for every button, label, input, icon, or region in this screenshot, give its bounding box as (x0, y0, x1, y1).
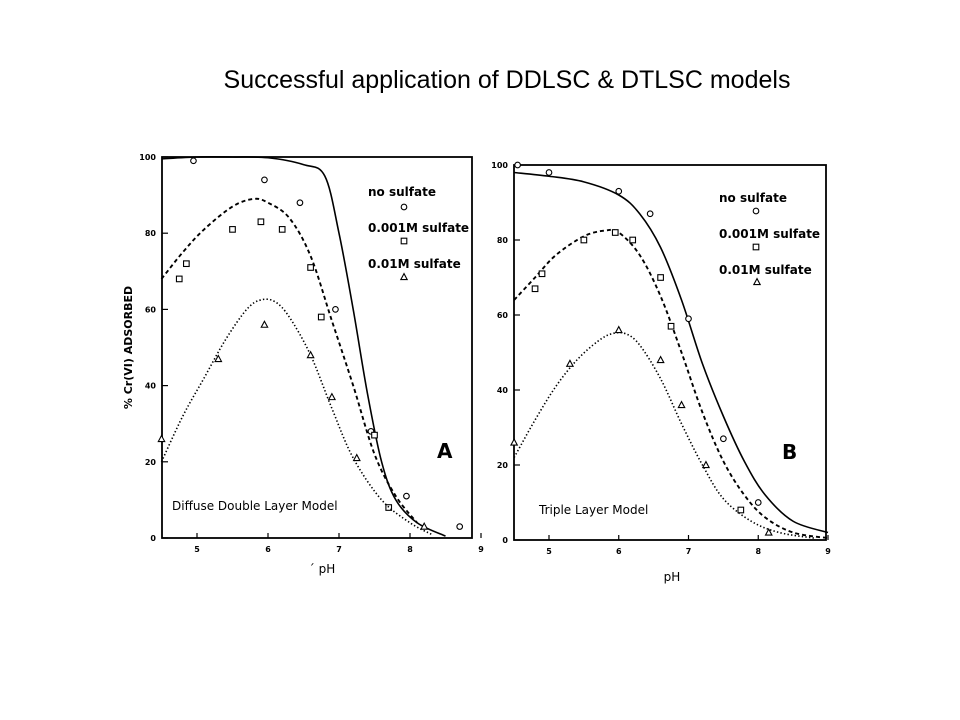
plot-frame (513, 164, 827, 541)
square-marker (752, 243, 760, 251)
triangle-marker (352, 453, 361, 462)
x-tick-label: 8 (407, 545, 413, 554)
x-tick-label: 7 (686, 547, 692, 556)
x-tick-label: 6 (265, 545, 271, 554)
legend-label: 0.01M sulfate (719, 263, 812, 277)
circle-marker (190, 157, 197, 165)
y-tick-label: 100 (491, 161, 508, 170)
triangle-marker (752, 277, 762, 286)
triangle-marker (764, 527, 773, 536)
circle-marker (400, 203, 408, 211)
circle-marker (646, 210, 654, 218)
square-marker (538, 270, 546, 278)
square-marker (629, 236, 637, 244)
triangle-marker (260, 320, 269, 328)
model-curve-square (513, 228, 829, 540)
y-tick-label: 40 (497, 386, 509, 395)
circle-marker (514, 161, 521, 169)
y-tick-label: 20 (497, 461, 509, 470)
square-marker (580, 236, 588, 244)
circle-marker (545, 169, 553, 176)
triangle-marker (214, 354, 223, 363)
chart-panel-b: 0 20 40 60 80 100 5 6 7 8 9 pH no sulfate 0.001M sulf… (491, 161, 831, 584)
square-marker (307, 264, 314, 271)
circle-marker (752, 207, 760, 215)
square-marker (400, 237, 408, 245)
triangle-marker (614, 325, 623, 334)
model-curve-triangle (160, 298, 432, 535)
y-tick-label: 0 (150, 534, 156, 543)
triangle-marker (677, 400, 686, 409)
triangle-marker (701, 460, 711, 469)
y-tick-label: 80 (145, 229, 157, 238)
y-tick-label: 40 (145, 382, 157, 391)
circle-marker (296, 199, 304, 207)
circle-marker (685, 315, 692, 323)
square-marker (667, 322, 675, 330)
square-marker (278, 226, 286, 233)
model-label: Diffuse Double Layer Model (172, 499, 338, 513)
triangle-marker (420, 522, 429, 530)
slide-title: Successful application of DDLSC & DTLSC … (0, 66, 960, 95)
legend-label: 0.001M sulfate (719, 227, 820, 241)
plot-frame (161, 156, 473, 539)
square-marker (317, 313, 325, 321)
x-axis-label: ´ pH (309, 562, 335, 576)
y-tick-label: 60 (497, 311, 509, 320)
model-curve-circle (514, 171, 829, 534)
y-tick-label: 100 (139, 153, 156, 162)
y-tick-label: 20 (145, 458, 157, 467)
triangle-marker (565, 359, 575, 367)
square-marker (531, 285, 539, 293)
chart-panel-a: 0 20 40 60 80 100 5 6 7 8 9 ´ pH % Cr(VI) ADSORBED no… (122, 153, 484, 576)
x-tick-label: 5 (194, 545, 200, 554)
legend-label: no sulfate (719, 191, 787, 205)
x-tick-label: 9 (478, 545, 484, 554)
triangle-marker (510, 437, 519, 446)
triangle-marker (157, 434, 166, 443)
circle-marker (261, 176, 268, 184)
square-marker (183, 260, 190, 268)
circle-marker (720, 435, 727, 443)
x-tick-label: 7 (336, 545, 342, 554)
square-marker (175, 275, 183, 283)
x-tick-label: 9 (825, 547, 831, 556)
square-marker (371, 431, 378, 439)
x-tick-label: 5 (546, 547, 552, 556)
triangle-marker (399, 272, 409, 281)
square-marker (229, 226, 236, 233)
y-axis-label: % Cr(VI) ADSORBED (122, 286, 135, 409)
triangle-marker (656, 355, 665, 364)
legend-label: 0.01M sulfate (368, 257, 461, 271)
panel-letter: A (437, 439, 453, 463)
y-tick-label: 80 (497, 236, 509, 245)
x-axis-label: pH (664, 570, 681, 584)
x-tick-label: 6 (616, 547, 622, 556)
model-label: Triple Layer Model (538, 503, 648, 517)
square-marker (737, 506, 745, 514)
model-curve-square (160, 197, 418, 524)
y-tick-label: 0 (502, 536, 508, 545)
legend-label: 0.001M sulfate (368, 221, 469, 235)
square-marker (257, 218, 265, 226)
y-tick-label: 60 (145, 305, 157, 314)
square-marker (611, 229, 619, 236)
circle-marker (403, 492, 410, 500)
x-tick-label: 8 (755, 547, 761, 556)
square-marker (657, 274, 664, 281)
panel-letter: B (782, 440, 797, 464)
circle-marker (332, 306, 339, 313)
legend-label: no sulfate (368, 185, 436, 199)
circle-marker (456, 523, 464, 530)
circle-marker (615, 187, 623, 195)
slide-title-text: Successful application of DDLSC & DTLSC … (223, 66, 791, 94)
circle-marker (754, 499, 762, 506)
triangle-marker (306, 350, 315, 359)
triangle-marker (327, 392, 337, 401)
model-curve-circle (161, 156, 446, 537)
